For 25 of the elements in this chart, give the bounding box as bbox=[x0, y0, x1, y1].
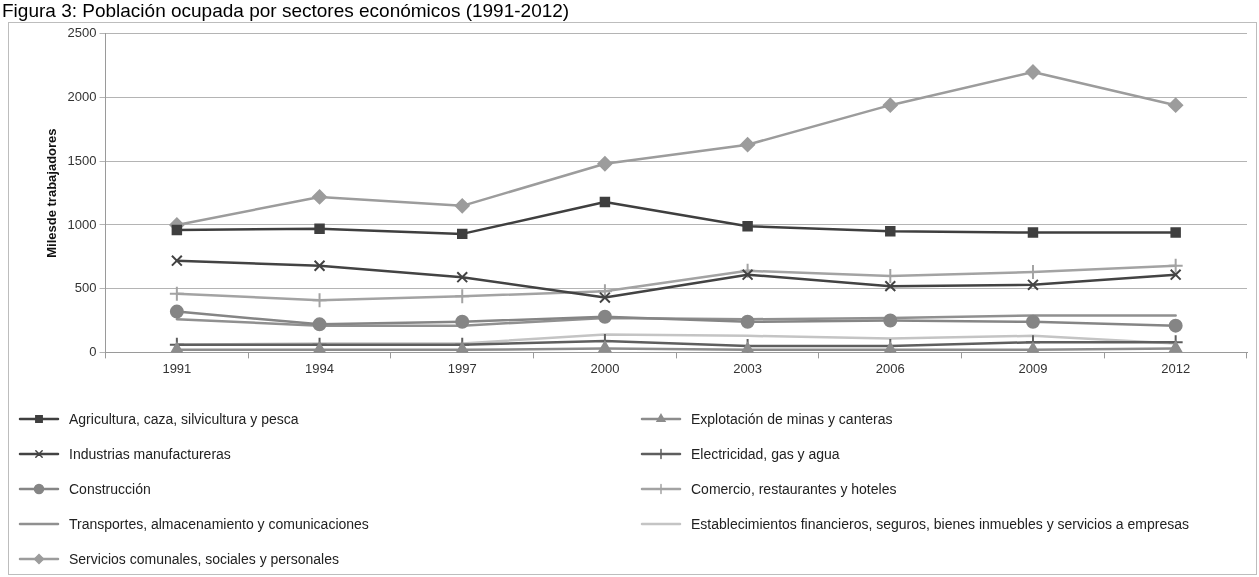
x-tick-label: 1997 bbox=[447, 360, 477, 376]
legend-label: Explotación de minas y canteras bbox=[691, 410, 893, 427]
legend-label: Construcción bbox=[69, 480, 151, 497]
y-tick-label: 0 bbox=[89, 343, 97, 359]
x-tick-label: 1994 bbox=[305, 360, 335, 376]
x-tick-label: 1991 bbox=[162, 360, 192, 376]
y-axis-title: Milesde trabajadores bbox=[44, 128, 60, 258]
legend-label: Electricidad, gas y agua bbox=[691, 445, 840, 462]
x-tick-label: 2012 bbox=[1161, 360, 1191, 376]
legend-label: Establecimientos financieros, seguros, bienes inmuebles y servicios a empresas bbox=[691, 515, 1190, 532]
chart-title: Figura 3: Población ocupada por sectores económicos (1991-2012) bbox=[2, 0, 570, 21]
legend-label: Transportes, almacenamiento y comunicaciones bbox=[69, 515, 369, 532]
y-tick-label: 2500 bbox=[67, 25, 97, 41]
legend-label: Agricultura, caza, silvicultura y pesca bbox=[69, 410, 299, 427]
legend-label: Industrias manufactureras bbox=[69, 445, 231, 462]
x-tick-label: 2003 bbox=[733, 360, 763, 376]
y-tick-label: 1000 bbox=[67, 216, 97, 232]
x-tick-label: 2009 bbox=[1018, 360, 1048, 376]
x-tick-label: 2000 bbox=[590, 360, 620, 376]
y-tick-label: 500 bbox=[74, 280, 97, 296]
legend-label: Comercio, restaurantes y hoteles bbox=[691, 480, 897, 497]
x-tick-label: 2006 bbox=[875, 360, 905, 376]
legend-label: Servicios comunales, sociales y personales bbox=[69, 550, 340, 567]
y-tick-label: 2000 bbox=[67, 89, 97, 105]
y-tick-label: 1500 bbox=[67, 152, 97, 168]
